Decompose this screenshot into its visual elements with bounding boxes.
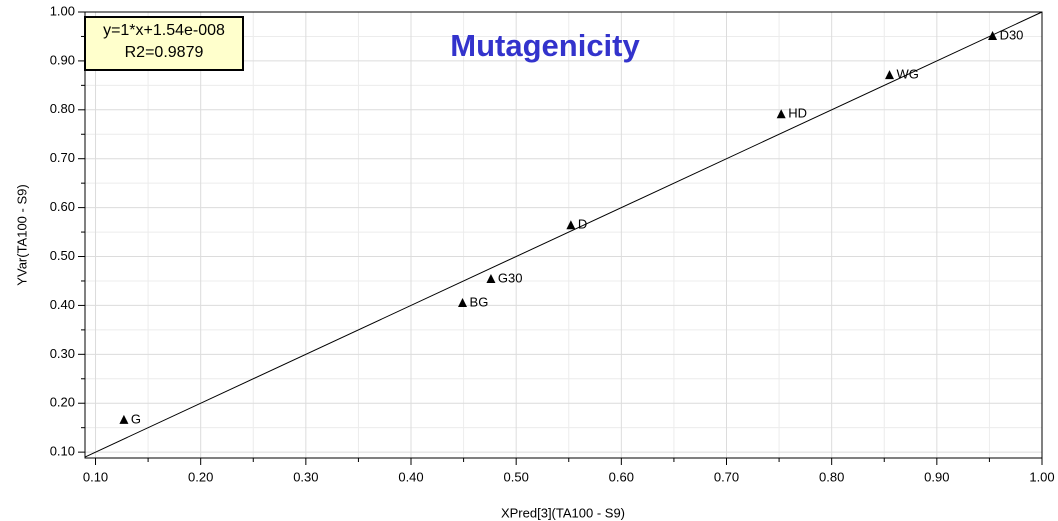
point (566, 220, 576, 230)
y-tick-label: 1.00 (50, 3, 75, 18)
y-axis-label: YVar(TA100 - S9) (14, 184, 29, 285)
point-label: G30 (498, 270, 523, 285)
fit-line (84, 11, 1043, 458)
point-label: HD (788, 106, 807, 121)
y-tick-label: 0.20 (50, 395, 75, 410)
x-tick-label: 0.70 (714, 469, 739, 484)
y-tick-label: 0.40 (50, 297, 75, 312)
y-tick-label: 0.70 (50, 150, 75, 165)
y-tick-label: 0.30 (50, 346, 75, 361)
point (458, 297, 468, 307)
y-tick-label: 0.10 (50, 444, 75, 459)
x-axis-label: XPred[3](TA100 - S9) (501, 505, 625, 520)
y-tick-label: 0.90 (50, 52, 75, 67)
x-tick-label: 0.10 (83, 469, 108, 484)
x-tick-label: 0.20 (188, 469, 213, 484)
point-label: BG (470, 294, 489, 309)
x-tick-label: 1.00 (1029, 469, 1054, 484)
x-tick-label: 0.50 (504, 469, 529, 484)
x-tick-label: 0.30 (293, 469, 318, 484)
point (885, 70, 895, 80)
plot-frame (84, 11, 1043, 459)
point-label: G (131, 411, 141, 426)
y-tick-label: 0.60 (50, 199, 75, 214)
point-label: D (578, 217, 587, 232)
annotation-text: R2=0.9879 (125, 44, 204, 61)
y-tick-label: 0.50 (50, 248, 75, 263)
point (988, 30, 998, 40)
y-tick-label: 0.80 (50, 101, 75, 116)
chart-title: Mutagenicity (450, 28, 640, 63)
point-label: D30 (1000, 27, 1024, 42)
point (776, 109, 786, 119)
x-tick-label: 0.40 (398, 469, 423, 484)
point (119, 414, 129, 424)
point-label: WG (897, 67, 919, 82)
annotation-text: y=1*x+1.54e-008 (103, 22, 225, 39)
point (486, 274, 496, 284)
x-tick-label: 0.80 (819, 469, 844, 484)
annotation-box (84, 16, 244, 71)
x-tick-label: 0.60 (609, 469, 634, 484)
x-tick-label: 0.90 (924, 469, 949, 484)
